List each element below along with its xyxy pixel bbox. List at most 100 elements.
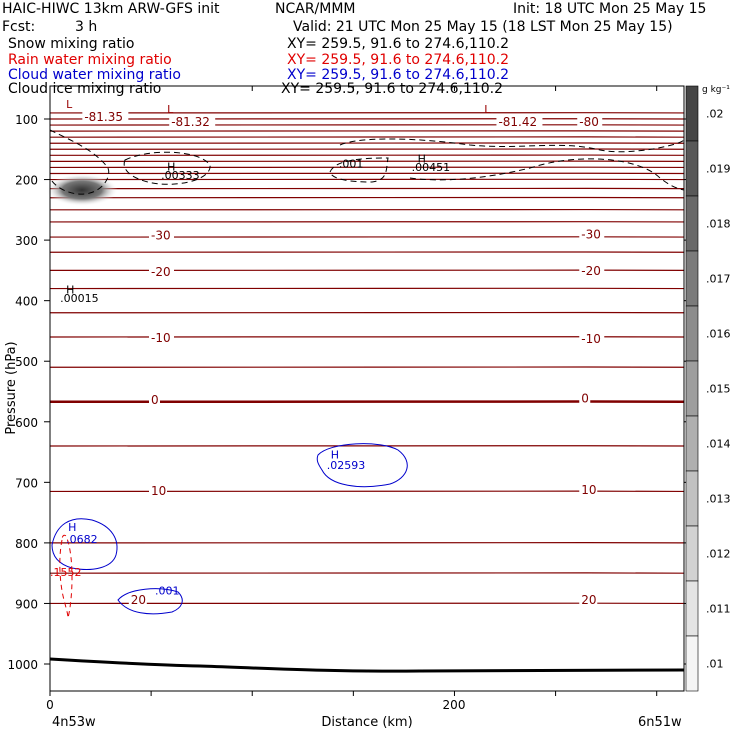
colorbar-segment <box>685 195 699 252</box>
ground-line <box>49 657 685 673</box>
colorbar-unit: g kg⁻¹ <box>702 85 730 95</box>
plot-frame <box>49 85 685 692</box>
temperature-contour-line <box>49 160 685 163</box>
y-tick-label: 500 <box>15 355 38 369</box>
temperature-contour-line <box>49 172 685 175</box>
temperature-label: 20 <box>131 593 146 607</box>
field-label-snow: Snow mixing ratio <box>8 36 135 52</box>
y-tick-label: 400 <box>15 295 38 309</box>
colorbar-label: .015 <box>706 383 731 396</box>
colorbar-segment <box>685 635 699 692</box>
colorbar-segment <box>685 360 699 417</box>
temperature-contour-line <box>49 251 685 254</box>
colorbar-label: .019 <box>706 163 731 176</box>
cloud-water-contour <box>117 588 183 615</box>
temperature-label-bg <box>579 227 605 241</box>
temperature-label-bg <box>496 114 543 128</box>
temperature-contour-line <box>49 208 685 211</box>
colorbar-label: .011 <box>706 603 731 616</box>
cloud-water-contour <box>316 443 408 488</box>
x-tick-label: 0 <box>46 698 54 712</box>
cloud-ice-contour <box>339 138 685 153</box>
field-label-cloud-ice: Cloud ice mixing ratio <box>8 81 162 97</box>
temperature-label: -20 <box>581 264 601 278</box>
y-tick-label: 100 <box>15 113 38 127</box>
colorbar-segment <box>685 525 699 582</box>
cloud-ice-contour <box>409 158 685 191</box>
temperature-contour-line <box>49 366 685 369</box>
extremum-label: .00333 <box>161 169 200 182</box>
temperature-label-bg <box>579 332 605 346</box>
temperature-contour-line <box>49 166 685 169</box>
extremum-label: .02593 <box>327 459 366 472</box>
colorbar: .02 .019 .018 .017 .016 .015 .014 .013 .012 .011.… <box>685 85 731 692</box>
field-label-rain: Rain water mixing ratio <box>8 52 172 68</box>
temperature-label: -20 <box>151 265 171 279</box>
temperature-contours <box>49 112 685 605</box>
colorbar-segment <box>685 305 699 362</box>
temperature-contour-line <box>49 178 685 181</box>
y-tick-label: 900 <box>15 597 38 611</box>
temperature-label-bg <box>82 110 129 123</box>
temperature-label: 20 <box>581 593 596 607</box>
temperature-contour-line <box>49 187 685 190</box>
temperature-contour-line <box>49 130 685 132</box>
temperature-contour-line <box>49 287 685 290</box>
temperature-contour-line <box>49 311 685 314</box>
temperature-label: 10 <box>151 484 166 498</box>
colorbar-segment <box>685 85 699 142</box>
temperature-contour-line <box>49 542 685 544</box>
temperature-label: 0 <box>151 393 159 407</box>
temperature-label-bg <box>149 484 167 498</box>
temperature-label: 10 <box>581 483 596 497</box>
x-endpoint-right: 6n51w <box>638 715 682 730</box>
colorbar-segment <box>685 140 699 197</box>
y-tick-label: 800 <box>15 537 38 551</box>
temperature-contour-line <box>49 445 685 447</box>
temperature-contour-line <box>49 154 685 157</box>
extremum-label: L <box>484 103 491 116</box>
init-time: Init: 18 UTC Mon 25 May 15 <box>513 1 707 17</box>
temperature-label: -81.42 <box>498 115 537 129</box>
extremum-label: H <box>66 283 74 296</box>
temperature-label: -10 <box>151 331 171 345</box>
x-endpoint-left: 4n53w <box>52 715 96 730</box>
temperature-label: -30 <box>151 229 171 243</box>
temperature-label: -30 <box>581 227 601 241</box>
forecast-hours: 3 h <box>75 19 98 35</box>
y-tick-label: 700 <box>15 476 38 490</box>
temperature-label-bg <box>579 593 598 607</box>
temperature-label-bg <box>579 263 605 277</box>
cloud-ice-contour <box>123 151 211 185</box>
colorbar-label: .018 <box>706 218 731 231</box>
extremum-label: .001 <box>339 157 364 170</box>
extremum-label: .0682 <box>66 533 98 546</box>
field-label-cloud-water: Cloud water mixing ratio <box>8 67 181 83</box>
temperature-label-bg <box>149 228 174 242</box>
extremum-label: H <box>68 521 76 534</box>
colorbar-label: .01 <box>706 658 724 671</box>
y-tick-label: 1000 <box>7 658 38 672</box>
colorbar-label: .02 <box>706 108 724 121</box>
cloud-ice-contour <box>49 129 110 195</box>
x-axis-title: Distance (km) <box>321 715 412 730</box>
temperature-label-bg <box>149 392 160 406</box>
colorbar-label: .017 <box>706 273 731 286</box>
extremum-label: .00451 <box>412 161 451 174</box>
extremum-label: L <box>167 103 174 116</box>
temperature-label: -80 <box>579 115 599 129</box>
temperature-label: -10 <box>581 332 601 346</box>
colorbar-label: .016 <box>706 328 731 341</box>
field-xy-snow: XY= 259.5, 91.6 to 274.6,110.2 <box>287 36 510 52</box>
extremum-label: .001 <box>155 584 180 597</box>
colorbar-label: .012 <box>706 548 731 561</box>
cloud-water-contour <box>51 518 118 570</box>
extremum-label: L <box>66 98 73 111</box>
colorbar-segment <box>685 250 699 307</box>
extremum-label: .1552 <box>50 566 82 579</box>
temperature-contour-line <box>49 196 685 199</box>
temperature-label-bg <box>128 593 147 607</box>
temperature-contour-line <box>49 112 685 114</box>
temperature-contour-line <box>49 572 685 575</box>
